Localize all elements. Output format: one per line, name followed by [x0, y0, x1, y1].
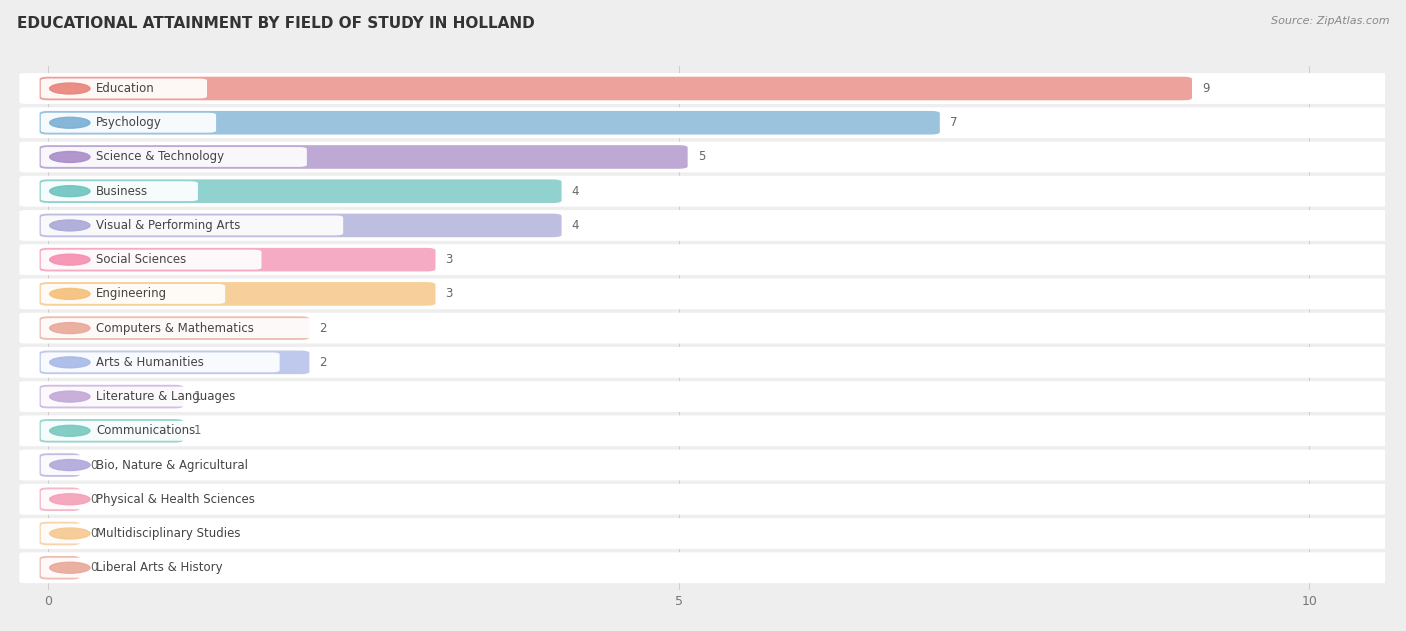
FancyBboxPatch shape	[41, 490, 361, 509]
FancyBboxPatch shape	[20, 313, 1391, 343]
Text: Source: ZipAtlas.com: Source: ZipAtlas.com	[1271, 16, 1389, 26]
Text: Visual & Performing Arts: Visual & Performing Arts	[96, 219, 240, 232]
Text: 0: 0	[90, 561, 97, 574]
Circle shape	[49, 288, 90, 299]
FancyBboxPatch shape	[20, 415, 1391, 446]
Text: Science & Technology: Science & Technology	[96, 150, 225, 163]
Circle shape	[49, 220, 90, 231]
FancyBboxPatch shape	[20, 176, 1391, 206]
Circle shape	[49, 322, 90, 334]
FancyBboxPatch shape	[20, 107, 1391, 138]
FancyBboxPatch shape	[41, 421, 253, 440]
Text: 0: 0	[90, 459, 97, 471]
Text: Arts & Humanities: Arts & Humanities	[96, 356, 204, 369]
FancyBboxPatch shape	[39, 145, 688, 168]
Circle shape	[49, 186, 90, 197]
FancyBboxPatch shape	[41, 387, 325, 406]
FancyBboxPatch shape	[20, 141, 1391, 172]
FancyBboxPatch shape	[41, 79, 207, 98]
FancyBboxPatch shape	[20, 484, 1391, 515]
Text: Communications: Communications	[96, 424, 195, 437]
Text: 3: 3	[446, 287, 453, 300]
Text: 4: 4	[572, 219, 579, 232]
Text: 7: 7	[950, 116, 957, 129]
FancyBboxPatch shape	[41, 524, 353, 543]
FancyBboxPatch shape	[39, 522, 80, 545]
Text: Physical & Health Sciences: Physical & Health Sciences	[96, 493, 254, 506]
FancyBboxPatch shape	[41, 558, 325, 577]
FancyBboxPatch shape	[20, 210, 1391, 241]
FancyBboxPatch shape	[39, 282, 436, 305]
FancyBboxPatch shape	[39, 77, 1192, 100]
FancyBboxPatch shape	[39, 179, 561, 203]
FancyBboxPatch shape	[20, 278, 1391, 309]
Text: EDUCATIONAL ATTAINMENT BY FIELD OF STUDY IN HOLLAND: EDUCATIONAL ATTAINMENT BY FIELD OF STUDY…	[17, 16, 534, 31]
FancyBboxPatch shape	[20, 381, 1391, 412]
Text: Liberal Arts & History: Liberal Arts & History	[96, 561, 224, 574]
Text: Literature & Languages: Literature & Languages	[96, 390, 236, 403]
Text: Computers & Mathematics: Computers & Mathematics	[96, 322, 254, 334]
Circle shape	[49, 528, 90, 539]
Text: 0: 0	[90, 493, 97, 506]
FancyBboxPatch shape	[41, 318, 335, 338]
FancyBboxPatch shape	[39, 488, 80, 511]
FancyBboxPatch shape	[39, 385, 183, 408]
Circle shape	[49, 254, 90, 265]
FancyBboxPatch shape	[41, 147, 307, 167]
Text: Engineering: Engineering	[96, 287, 167, 300]
FancyBboxPatch shape	[39, 111, 939, 134]
Circle shape	[49, 562, 90, 573]
Text: Education: Education	[96, 82, 155, 95]
FancyBboxPatch shape	[20, 450, 1391, 480]
FancyBboxPatch shape	[20, 552, 1391, 583]
FancyBboxPatch shape	[41, 250, 262, 269]
FancyBboxPatch shape	[39, 248, 436, 271]
FancyBboxPatch shape	[20, 347, 1391, 378]
Circle shape	[49, 425, 90, 436]
Text: 5: 5	[697, 150, 706, 163]
Circle shape	[49, 357, 90, 368]
Text: 1: 1	[194, 390, 201, 403]
Text: 0: 0	[90, 527, 97, 540]
Text: 4: 4	[572, 185, 579, 198]
FancyBboxPatch shape	[41, 113, 217, 133]
Circle shape	[49, 494, 90, 505]
Circle shape	[49, 151, 90, 162]
Text: 1: 1	[194, 424, 201, 437]
FancyBboxPatch shape	[41, 353, 280, 372]
Circle shape	[49, 117, 90, 128]
FancyBboxPatch shape	[39, 556, 80, 579]
FancyBboxPatch shape	[41, 216, 343, 235]
FancyBboxPatch shape	[39, 419, 183, 442]
Text: Multidisciplinary Studies: Multidisciplinary Studies	[96, 527, 240, 540]
Text: 9: 9	[1202, 82, 1209, 95]
Text: 3: 3	[446, 253, 453, 266]
FancyBboxPatch shape	[20, 73, 1391, 104]
FancyBboxPatch shape	[39, 214, 561, 237]
Text: 2: 2	[319, 356, 328, 369]
FancyBboxPatch shape	[41, 284, 225, 304]
FancyBboxPatch shape	[20, 244, 1391, 275]
Circle shape	[49, 83, 90, 94]
Circle shape	[49, 459, 90, 471]
Circle shape	[49, 391, 90, 402]
Text: 2: 2	[319, 322, 328, 334]
Text: Business: Business	[96, 185, 149, 198]
FancyBboxPatch shape	[39, 316, 309, 340]
FancyBboxPatch shape	[39, 351, 309, 374]
Text: Bio, Nature & Agricultural: Bio, Nature & Agricultural	[96, 459, 249, 471]
FancyBboxPatch shape	[39, 453, 80, 477]
FancyBboxPatch shape	[41, 455, 361, 475]
Text: Social Sciences: Social Sciences	[96, 253, 187, 266]
FancyBboxPatch shape	[20, 518, 1391, 549]
FancyBboxPatch shape	[41, 181, 198, 201]
Text: Psychology: Psychology	[96, 116, 162, 129]
